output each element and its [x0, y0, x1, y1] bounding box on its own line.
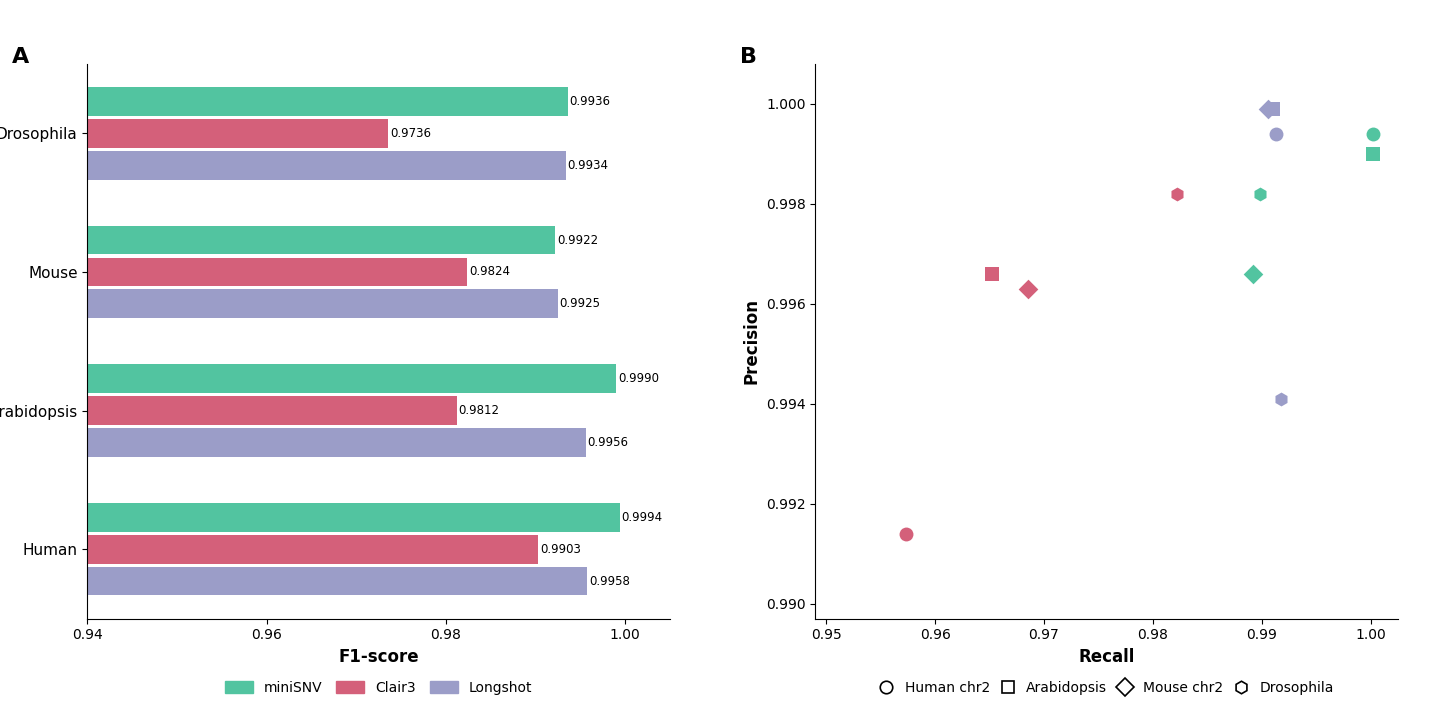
Point	[1016, 283, 1040, 294]
Point	[1242, 268, 1265, 279]
Text: 0.9990: 0.9990	[617, 373, 658, 385]
Bar	[87, 567, 587, 596]
Text: 0.9736: 0.9736	[390, 127, 431, 140]
Point	[894, 528, 917, 540]
X-axis label: F1-score: F1-score	[338, 648, 419, 665]
Bar	[87, 257, 467, 287]
Bar	[87, 503, 620, 532]
Point	[1248, 188, 1271, 200]
Legend: miniSNV, Clair3, Longshot: miniSNV, Clair3, Longshot	[220, 675, 537, 700]
Text: 0.9994: 0.9994	[622, 511, 662, 524]
Text: 0.9812: 0.9812	[459, 404, 499, 417]
Text: 0.9925: 0.9925	[559, 297, 600, 310]
Bar	[87, 396, 457, 425]
Legend: Human chr2, Arabidopsis, Mouse chr2, Drosophila: Human chr2, Arabidopsis, Mouse chr2, Dro…	[874, 675, 1340, 700]
Bar	[87, 289, 558, 319]
Point	[1361, 128, 1385, 139]
Bar	[87, 151, 566, 180]
X-axis label: Recall: Recall	[1079, 648, 1134, 665]
Y-axis label: Precision: Precision	[743, 299, 760, 384]
Text: 0.9956: 0.9956	[587, 436, 629, 449]
Text: 0.9824: 0.9824	[469, 265, 510, 279]
Point	[1261, 103, 1284, 114]
Bar	[87, 225, 555, 255]
Bar	[87, 364, 616, 393]
Text: A: A	[12, 48, 29, 68]
Text: 0.9922: 0.9922	[556, 234, 598, 247]
Text: 0.9936: 0.9936	[569, 95, 610, 108]
Bar	[87, 119, 389, 148]
Bar	[87, 87, 568, 116]
Text: 0.9958: 0.9958	[590, 574, 630, 587]
Point	[1270, 393, 1293, 405]
Point	[1264, 128, 1287, 139]
Point	[980, 268, 1003, 279]
Text: 0.9903: 0.9903	[540, 542, 581, 556]
Bar	[87, 428, 585, 457]
Point	[1361, 148, 1385, 159]
Text: B: B	[740, 48, 757, 68]
Point	[1165, 188, 1188, 200]
Text: 0.9934: 0.9934	[568, 159, 609, 171]
Bar	[87, 535, 539, 564]
Point	[1257, 103, 1280, 114]
